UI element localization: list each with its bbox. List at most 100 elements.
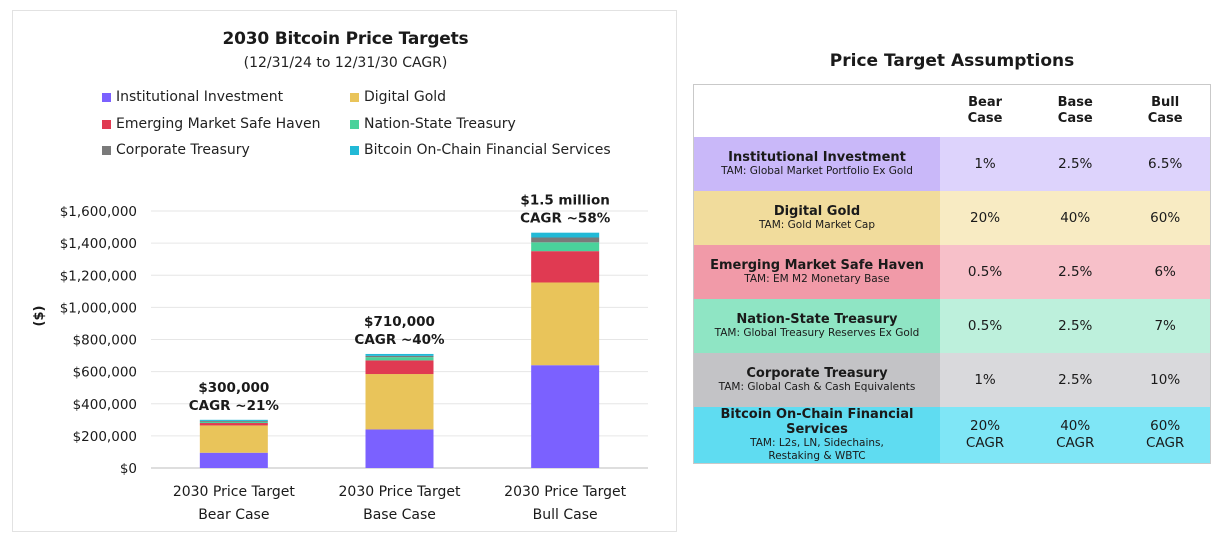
y-tick-label: $1,200,000 <box>60 268 137 284</box>
table-title: Price Target Assumptions <box>829 51 1075 71</box>
table-row-institutional-investment: Institutional Investment TAM: Global Mark… <box>693 137 1211 191</box>
bars <box>199 232 600 468</box>
bar-segment <box>365 353 434 356</box>
bar-cagr-label: CAGR ~58% <box>520 211 611 227</box>
bull-value: 10% <box>1120 353 1211 407</box>
x-category-labels: 2030 Price Target Bear Case 2030 Price Tar… <box>173 484 627 523</box>
y-tick-label: $1,400,000 <box>60 236 137 252</box>
row-tam: TAM: EM M2 Monetary Base <box>744 273 890 285</box>
row-label: Digital Gold TAM: Gold Market Cap <box>693 191 940 245</box>
bar-segment <box>199 452 268 468</box>
assumptions-table: Bear Case Base Case Bull Case Institutional… <box>693 84 1211 464</box>
legend-swatch <box>102 145 111 155</box>
x-category-label: Bear Case <box>198 507 269 523</box>
legend-item-emerging-market-safe-haven: Emerging Market Safe Haven <box>102 116 321 132</box>
table-row-emerging-market-safe-haven: Emerging Market Safe Haven TAM: EM M2 Mon… <box>693 245 1211 299</box>
legend-item-nation-state-treasury: Nation-State Treasury <box>350 116 516 132</box>
row-tam: TAM: Global Market Portfolio Ex Gold <box>721 165 913 177</box>
bar-segment <box>531 232 600 238</box>
legend-label: Corporate Treasury <box>116 142 250 158</box>
row-label: Bitcoin On-Chain Financial Services TAM: … <box>693 407 940 464</box>
header-line: Bear <box>968 95 1003 110</box>
bear-value: 20% <box>939 191 1031 245</box>
legend-item-corporate-treasury: Corporate Treasury <box>102 142 250 158</box>
row-tam: TAM: Global Treasury Reserves Ex Gold <box>714 327 920 339</box>
header-blank <box>694 85 940 138</box>
bar-cagr-label: CAGR ~40% <box>354 332 445 348</box>
value-line: CAGR <box>1056 435 1095 451</box>
header-line: Bull <box>1151 95 1180 110</box>
x-category-label: Bull Case <box>533 507 598 523</box>
bar-annotations: $300,000 CAGR ~21% $710,000 CAGR ~40% $1.5 m… <box>189 193 611 414</box>
bear-value: 0.5% <box>939 299 1031 353</box>
header-line: Case <box>1057 111 1093 126</box>
row-label: Corporate Treasury TAM: Global Cash & Cas… <box>693 353 940 407</box>
bar-segment <box>365 429 434 468</box>
table-row-corporate-treasury: Corporate Treasury TAM: Global Cash & Cas… <box>693 353 1211 407</box>
y-tick-label: $600,000 <box>73 365 137 381</box>
bar-segment <box>531 237 600 243</box>
legend-swatch <box>102 119 111 129</box>
row-name: Digital Gold <box>773 204 861 219</box>
table-row-digital-gold: Digital Gold TAM: Gold Market Cap 20% 40%… <box>693 191 1211 245</box>
legend-swatch <box>350 92 359 102</box>
y-axis-title: ($) <box>32 306 47 327</box>
value-line: 60% <box>1150 418 1181 434</box>
table-row-bitcoin-on-chain-financial-services: Bitcoin On-Chain Financial Services TAM: … <box>693 407 1211 464</box>
header-line: Case <box>1147 111 1183 126</box>
row-name: Corporate Treasury <box>746 366 888 381</box>
bar-cagr-label: CAGR ~21% <box>189 398 280 414</box>
y-tick-label: $800,000 <box>73 333 137 349</box>
row-tam: TAM: L2s, LN, Sidechains, <box>750 437 884 449</box>
row-tam: TAM: Gold Market Cap <box>758 219 876 231</box>
y-tick-label: $400,000 <box>73 397 137 413</box>
legend-item-institutional-investment: Institutional Investment <box>102 89 283 105</box>
row-name: Bitcoin On-Chain Financial Services <box>720 407 914 437</box>
header-bear-case: Bear Case <box>940 85 1030 138</box>
bear-value: 0.5% <box>939 245 1031 299</box>
chart-subtitle: (12/31/24 to 12/31/30 CAGR) <box>243 55 448 71</box>
legend-label: Institutional Investment <box>116 89 284 105</box>
bear-value: 20% CAGR <box>939 407 1031 464</box>
x-category-label: Base Case <box>363 507 436 523</box>
bull-value: 6.5% <box>1120 137 1211 191</box>
bull-value: 60% <box>1120 191 1211 245</box>
legend-label: Digital Gold <box>364 89 447 105</box>
bar-segment <box>199 420 268 422</box>
bar-segment <box>531 282 600 366</box>
row-name: Nation-State Treasury <box>736 312 898 327</box>
bar-segment <box>365 357 434 361</box>
table-header-row: Bear Case Base Case Bull Case <box>694 85 1211 138</box>
bar-segment <box>365 360 434 375</box>
value-line: 40% <box>1060 418 1091 434</box>
row-label: Emerging Market Safe Haven TAM: EM M2 Mon… <box>693 245 940 299</box>
base-value: 2.5% <box>1030 245 1121 299</box>
legend-swatch <box>102 92 111 102</box>
bar-segment <box>365 355 434 358</box>
legend-swatch <box>350 145 359 155</box>
header-line: Case <box>967 111 1003 126</box>
table-row-nation-state-treasury: Nation-State Treasury TAM: Global Treasur… <box>693 299 1211 353</box>
legend-swatch <box>350 119 359 129</box>
bar-segment <box>531 242 600 252</box>
bar-segment <box>531 251 600 283</box>
bar-segment <box>199 419 268 421</box>
stacked-bar-chart: ($) $0 $200,000 $400,000 $600,000 $800,000 $1… <box>32 193 648 523</box>
base-value: 40% <box>1030 191 1121 245</box>
y-tick-label: $1,000,000 <box>60 300 137 316</box>
legend-label: Bitcoin On-Chain Financial Services <box>364 142 611 158</box>
base-value: 2.5% <box>1030 353 1121 407</box>
bar-segment <box>199 425 268 453</box>
header-line: Base <box>1057 95 1093 110</box>
header-base-case: Base Case <box>1030 85 1120 138</box>
x-category-label: 2030 Price Target <box>173 484 296 500</box>
header-bull-case: Bull Case <box>1120 85 1210 138</box>
bar-segment <box>531 365 600 468</box>
bar-segment <box>199 421 268 424</box>
base-value: 2.5% <box>1030 299 1121 353</box>
chart-panel: 2030 Bitcoin Price Targets (12/31/24 to … <box>12 10 677 532</box>
value-line: 20% <box>970 418 1001 434</box>
row-name: Institutional Investment <box>728 150 906 165</box>
legend-label: Emerging Market Safe Haven <box>116 116 321 132</box>
value-line: CAGR <box>965 435 1005 451</box>
